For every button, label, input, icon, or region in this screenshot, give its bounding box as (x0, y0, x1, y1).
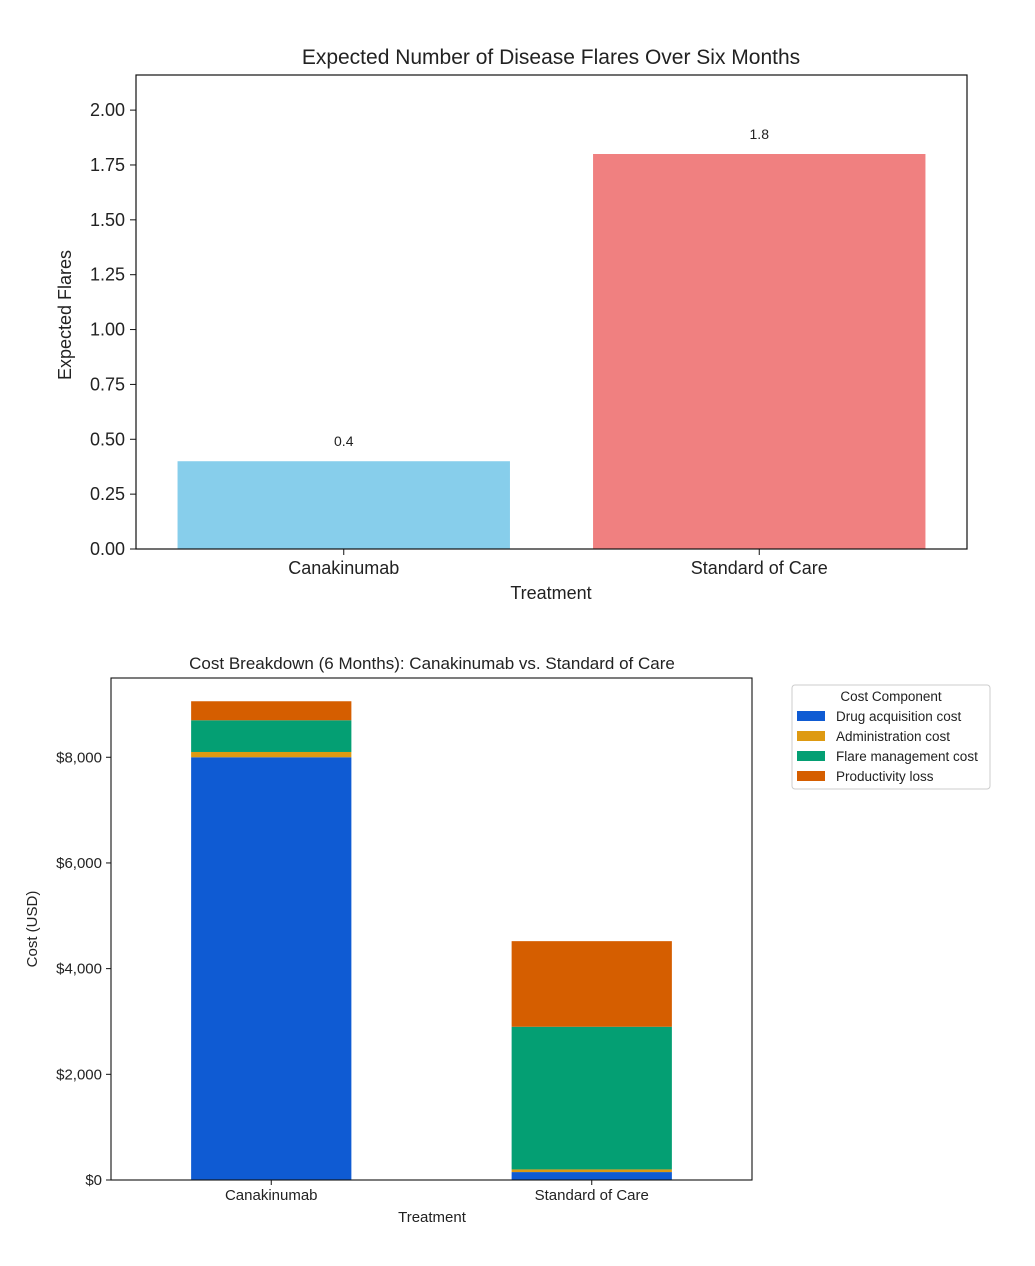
cost-legend: Cost Component Drug acquisition cost Admi… (791, 684, 991, 790)
cost-y-tick-label: $8,000 (56, 749, 102, 766)
legend-swatch-flare-management-cost (797, 751, 825, 761)
flares-y-tick-label: 0.00 (90, 539, 125, 559)
cost-y-axis-label: Cost (USD) (24, 891, 41, 968)
flares-y-tick-label: 1.50 (90, 210, 125, 230)
flares-x-axis-label: Treatment (510, 583, 591, 603)
flares-y-tick-label: 0.75 (90, 374, 125, 394)
cost-y-tick-label: $4,000 (56, 961, 102, 978)
flares-y-tick-label: 0.50 (90, 429, 125, 449)
flares-bar-standard-of-care (593, 154, 926, 549)
flares-bar-canakinumab (177, 461, 510, 549)
flares-chart: Expected Number of Disease Flares Over S… (55, 46, 968, 603)
flares-value-label-standard-of-care: 1.8 (750, 126, 770, 142)
cost-bar-standard-of-care-flare-management-cost (511, 1026, 672, 1170)
cost-bar-standard-of-care-productivity-loss (511, 941, 672, 1027)
legend-box (791, 684, 991, 790)
flares-y-tick-label: 2.00 (90, 100, 125, 120)
legend-swatch-productivity-loss (797, 771, 825, 781)
flares-value-label-canakinumab: 0.4 (334, 433, 354, 449)
legend-title: Cost Component (840, 689, 942, 704)
flares-y-tick-label: 1.00 (90, 320, 125, 340)
legend-swatch-drug-acquisition-cost (797, 711, 825, 721)
cost-x-axis-label: Treatment (398, 1209, 467, 1226)
cost-bar-standard-of-care-drug-acquisition-cost (511, 1172, 672, 1180)
legend-swatch-administration-cost (797, 731, 825, 741)
legend-label-flare-management-cost: Flare management cost (836, 749, 978, 764)
cost-bar-canakinumab-flare-management-cost (191, 720, 352, 752)
legend-label-administration-cost: Administration cost (836, 729, 950, 744)
flares-y-tick-label: 1.75 (90, 155, 125, 175)
cost-x-tick-label-canakinumab: Canakinumab (225, 1187, 318, 1204)
cost-y-tick-label: $2,000 (56, 1066, 102, 1083)
flares-plot-frame (135, 74, 968, 550)
cost-plot-frame (110, 677, 753, 1181)
cost-chart-title: Cost Breakdown (6 Months): Canakinumab v… (189, 654, 675, 673)
flares-x-tick-label-standard-of-care: Standard of Care (691, 558, 828, 578)
cost-bar-canakinumab-drug-acquisition-cost (191, 757, 352, 1180)
flares-y-tick-label: 1.25 (90, 265, 125, 285)
flares-chart-title: Expected Number of Disease Flares Over S… (302, 46, 800, 69)
cost-bar-canakinumab-productivity-loss (191, 701, 352, 721)
legend-label-productivity-loss: Productivity loss (836, 769, 934, 784)
flares-y-tick-label: 0.25 (90, 484, 125, 504)
legend-label-drug-acquisition-cost: Drug acquisition cost (836, 709, 962, 724)
cost-y-tick-label: $0 (85, 1172, 102, 1189)
cost-x-tick-label-standard-of-care: Standard of Care (535, 1187, 649, 1204)
cost-bar-standard-of-care-administration-cost (511, 1169, 672, 1173)
cost-bar-canakinumab-administration-cost (191, 751, 352, 758)
flares-y-axis-label: Expected Flares (55, 250, 75, 380)
cost-y-tick-label: $6,000 (56, 855, 102, 872)
flares-x-tick-label-canakinumab: Canakinumab (288, 558, 399, 578)
cost-chart: Cost Breakdown (6 Months): Canakinumab v… (24, 654, 991, 1226)
